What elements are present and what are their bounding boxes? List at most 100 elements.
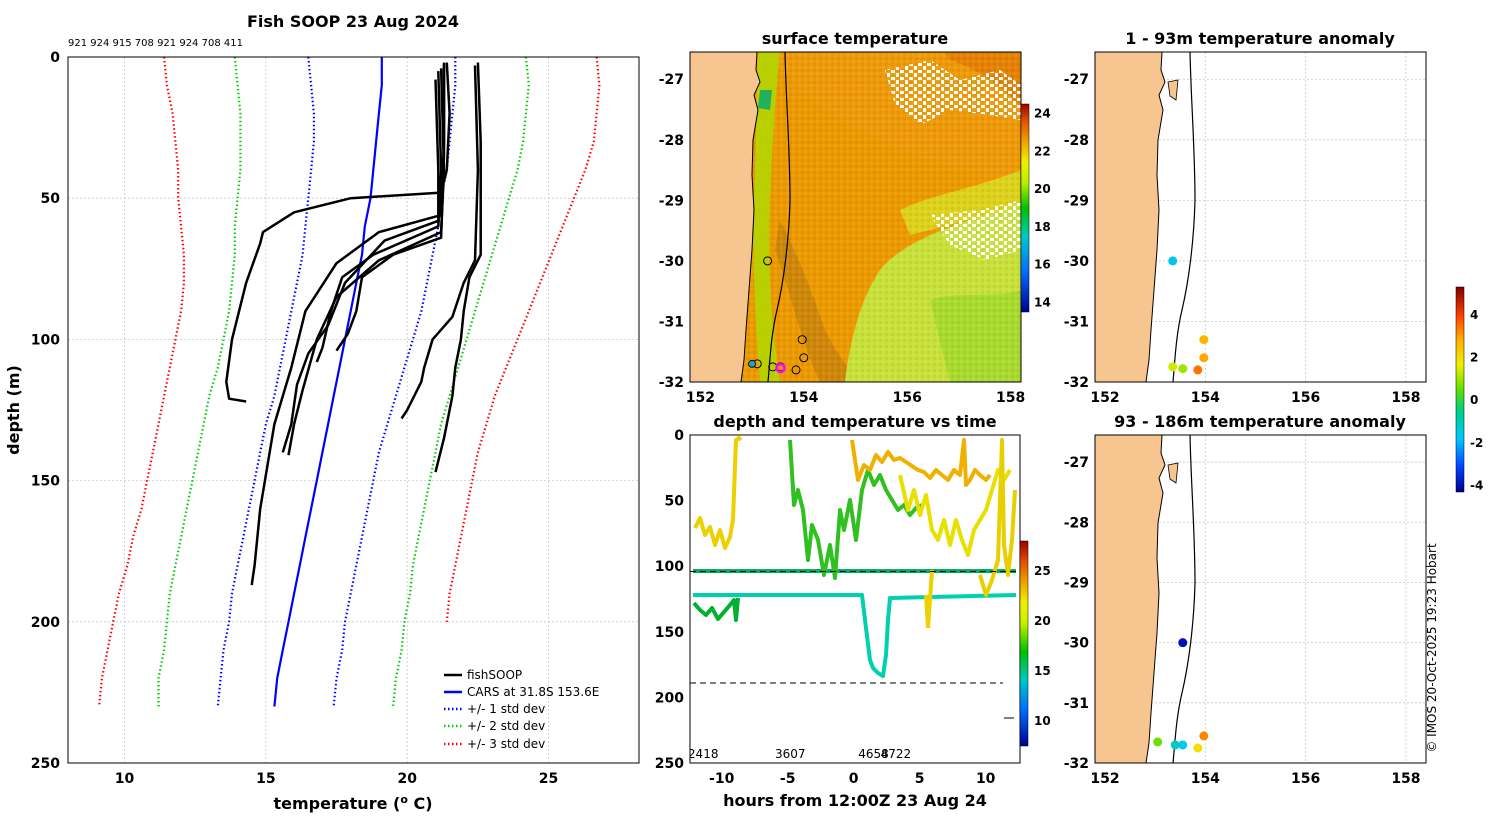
anomaly-shallow-title: 1 - 93m temperature anomaly — [1125, 29, 1395, 48]
trace-mid-green — [788, 439, 923, 580]
depth-time-ytick-label: 150 — [655, 625, 684, 641]
sst-colorbar-tick-label: 22 — [1034, 144, 1051, 158]
sst-colorbar-tick-label: 18 — [1034, 220, 1051, 234]
anomaly-deep-point — [1193, 743, 1203, 753]
trace-early-deep — [692, 597, 740, 622]
depth-time-ytick-label: 100 — [655, 559, 684, 575]
anomaly-shallow-point — [1168, 256, 1178, 266]
series--1-std-dev-lower — [216, 57, 315, 707]
depth-time-colorbar-tick-label: 15 — [1034, 664, 1051, 678]
anomaly-shallow-points — [1168, 256, 1209, 375]
sst-station-marker — [791, 365, 801, 375]
anomaly-shallow-ytick-label: -27 — [1064, 72, 1089, 88]
series--3-std-dev-lower — [98, 57, 185, 707]
depth-time-x-axis-label: hours from 12:00Z 23 Aug 24 — [723, 791, 987, 810]
fishsoop-profile-line — [335, 65, 446, 352]
sst-ytick-label: -28 — [659, 133, 684, 149]
profile-axes-frame — [67, 56, 640, 764]
anomaly-shallow-land — [1095, 52, 1166, 382]
anomaly-deep-land — [1095, 435, 1166, 763]
anomaly-colorbar-tick-label: -2 — [1470, 436, 1483, 450]
anomaly-deep-point — [1199, 731, 1209, 741]
fishsoop-profile-line — [434, 62, 482, 473]
profile-xlabel-main: temperature ( — [273, 794, 400, 813]
fishsoop-profile-line — [400, 65, 480, 420]
anomaly-colorbar-tick-label: 2 — [1470, 350, 1478, 364]
sst-cloud-gap-east — [930, 200, 1021, 260]
anomaly-shallow-xtick-label: 154 — [1191, 390, 1220, 406]
anomaly-shallow-xtick-label: 156 — [1291, 390, 1320, 406]
anomaly-deep-xtick-label: 152 — [1090, 771, 1119, 787]
anomaly-deep-ytick-label: -29 — [1064, 575, 1089, 591]
sst-ytick-label: -29 — [659, 193, 684, 209]
anomaly-deep-isobath — [1172, 435, 1196, 763]
fishsoop-profile-line — [281, 79, 440, 453]
profile-xtick-label: 20 — [397, 771, 417, 787]
legend-label-3std: +/- 3 std dev — [467, 737, 545, 751]
anomaly-colorbar-tick-label: 4 — [1470, 308, 1478, 322]
trace-early-warm — [693, 436, 743, 550]
depth-time-title: depth and temperature vs time — [713, 412, 996, 431]
depth-time-colorbar — [1019, 540, 1029, 747]
depth-time-annotation-label: 2418 — [688, 747, 719, 761]
depth-time-ytick-label: 0 — [674, 428, 684, 444]
anomaly-colorbar-tick-label: 0 — [1470, 393, 1478, 407]
depth-time-colorbar-tick-label: 20 — [1034, 614, 1051, 628]
depth-time-traces — [692, 436, 1017, 678]
sst-colorbar-tick-label: 16 — [1034, 258, 1051, 272]
anomaly-shallow-point — [1199, 353, 1209, 363]
sst-ytick-label: -32 — [659, 375, 684, 391]
anomaly-deep-xtick-label: 154 — [1191, 771, 1220, 787]
series-cars-at-31-8s-153-6e — [273, 57, 383, 707]
depth-time-ytick-label: 200 — [655, 690, 684, 706]
depth-time-annotation-label: 4722 — [881, 747, 912, 761]
sst-station-marker — [799, 353, 809, 363]
series--2-std-dev-upper — [392, 57, 530, 707]
depth-time-colorbar-tick-label: 25 — [1034, 564, 1051, 578]
sst-coastal-band — [753, 52, 780, 382]
sst-ytick-label: -27 — [659, 72, 684, 88]
sst-ytick-label: -31 — [659, 314, 684, 330]
sst-ticks: 152 154 156 158 -27 -28 -29 -30 -31 -32 — [659, 72, 1026, 406]
depth-time-colorbar-ticks: 10 15 20 25 — [1034, 564, 1051, 728]
anomaly-shallow-point — [1168, 362, 1178, 372]
depth-time-xtick-label: 5 — [915, 771, 925, 787]
profile-xlabel-superscript: o — [400, 793, 408, 806]
trace-bottom-120m — [693, 593, 1017, 678]
sst-coastal-station-marker — [748, 359, 756, 368]
profile-ytick-label: 0 — [50, 50, 60, 66]
sst-station-marker — [797, 335, 807, 345]
sst-current-station-marker — [775, 362, 786, 374]
anomaly-deep-ytick-label: -28 — [1064, 515, 1089, 531]
sst-stations — [748, 256, 809, 375]
anomaly-shallow-ytick-label: -31 — [1064, 314, 1089, 330]
sst-colorbar-tick-label: 14 — [1034, 296, 1051, 310]
profile-lines — [98, 57, 601, 707]
sst-station-marker — [763, 256, 773, 266]
sst-colorbar-tick-label: 24 — [1034, 106, 1051, 120]
figure-title: Fish SOOP 23 Aug 2024 — [247, 12, 459, 31]
anomaly-deep-point — [1153, 737, 1163, 747]
sst-ytick-label: -30 — [659, 254, 685, 270]
anomaly-shallow-xtick-label: 158 — [1391, 390, 1420, 406]
anomaly-deep-ytick-label: -27 — [1064, 455, 1089, 471]
profile-xtick-label: 15 — [256, 771, 275, 787]
trace-surface-orange — [850, 438, 992, 487]
anomaly-deep-island — [1167, 462, 1179, 484]
depth-time-xtick-label: 10 — [976, 771, 996, 787]
sst-xtick-label: 152 — [686, 390, 715, 406]
anomaly-deep-ytick-label: -32 — [1064, 756, 1089, 772]
profile-x-axis-label: temperature (o C) — [273, 793, 432, 813]
profile-ytick-label: 50 — [41, 191, 61, 207]
sst-colorbar-ticks: 14 16 18 20 22 24 — [1034, 106, 1051, 309]
anomaly-deep-panel: 93 - 186m temperature anomaly 152 154 156 1… — [1064, 286, 1483, 787]
anomaly-shallow-point — [1199, 335, 1209, 345]
series--2-std-dev-lower — [157, 57, 242, 707]
anomaly-shallow-isobath — [1172, 52, 1196, 382]
sst-xtick-label: 156 — [893, 390, 922, 406]
anomaly-deep-points — [1153, 638, 1209, 753]
profile-ytick-label: 100 — [31, 332, 60, 348]
